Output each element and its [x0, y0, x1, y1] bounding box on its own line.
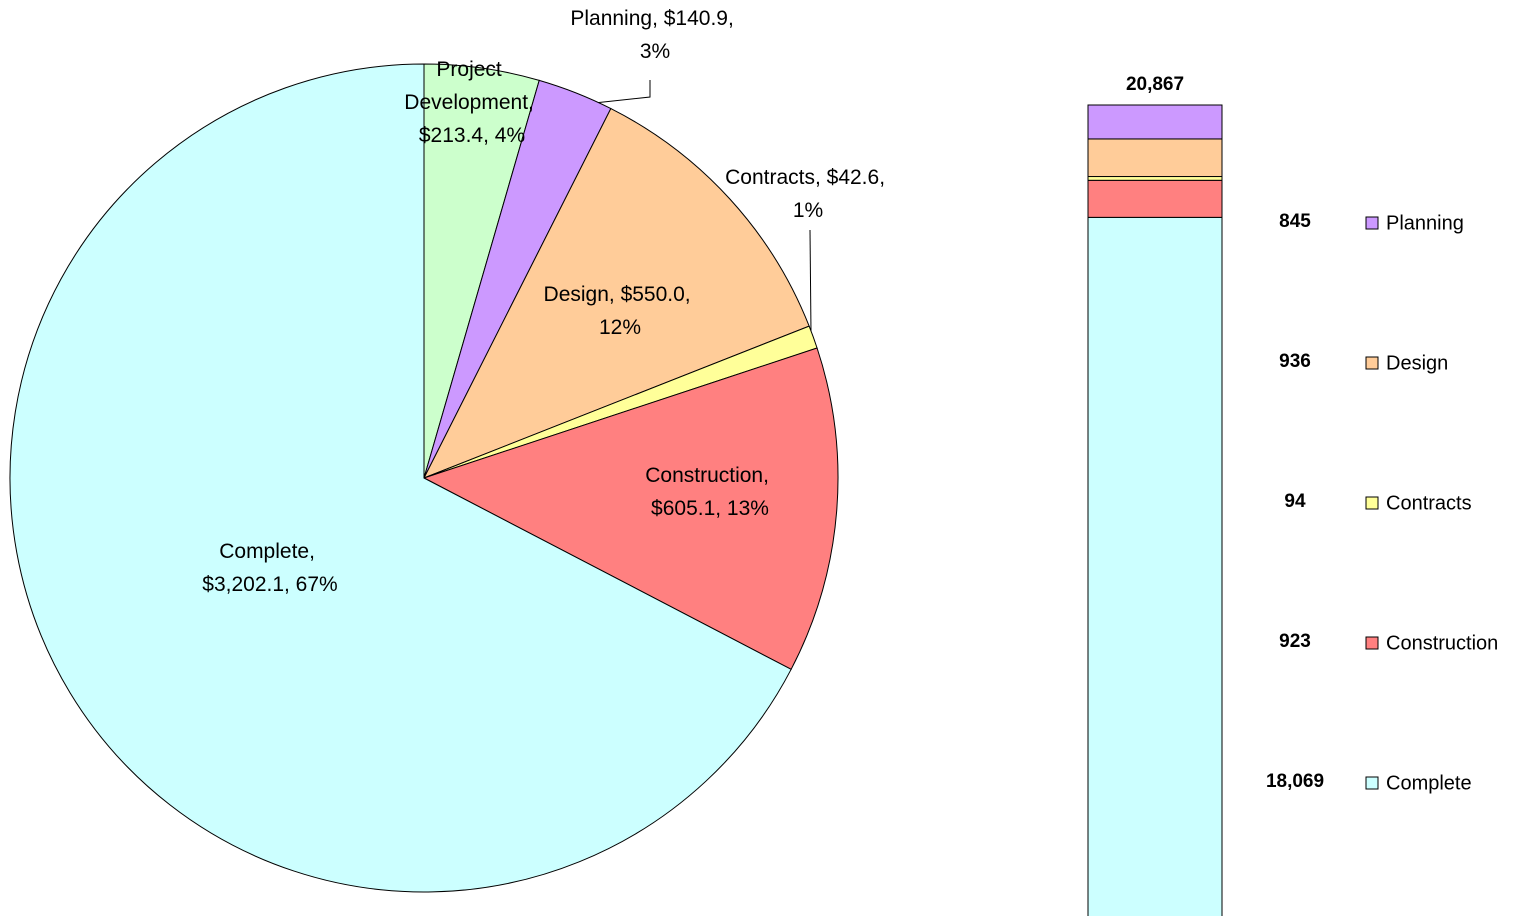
bar-group: [1087, 104, 1223, 916]
bar-segment: [1087, 179, 1223, 218]
leader-line: [809, 229, 812, 334]
data-label: Design, $550.0, 12%: [544, 283, 697, 339]
value-label: 94: [1284, 491, 1306, 512]
legend-swatch: [1365, 776, 1379, 790]
legend-swatch: [1365, 636, 1379, 650]
data-label: Contracts, $42.6, 1%: [725, 166, 891, 222]
legend-swatch: [1365, 496, 1379, 510]
legend-label: Planning: [1386, 212, 1464, 234]
legend-label: Complete: [1386, 772, 1472, 794]
bar-segment: [1087, 216, 1223, 916]
legend-label: Construction: [1386, 632, 1498, 654]
value-label: 936: [1279, 351, 1311, 372]
total-label: 20,867: [1126, 74, 1184, 95]
legend-label: Contracts: [1386, 492, 1472, 514]
legend-swatch: [1365, 356, 1379, 370]
data-label: Project Development, $213.4, 4%: [404, 58, 539, 147]
legend-swatch: [1365, 216, 1379, 230]
pie-slice: [9, 63, 792, 893]
value-label: 845: [1279, 211, 1311, 232]
bar-segment: [1087, 138, 1223, 178]
pie-slice: [422, 347, 839, 670]
value-label: 18,069: [1266, 771, 1324, 792]
data-label: Complete, $3,202.1, 67%: [202, 540, 337, 596]
pie-slice: [422, 107, 810, 479]
data-label: Planning, $140.9, 3%: [570, 7, 739, 63]
bar-segment: [1087, 104, 1223, 140]
data-label: Construction, $605.1, 13%: [645, 464, 775, 520]
bar-segment: [1087, 176, 1223, 181]
value-label: 923: [1279, 631, 1311, 652]
legend-label: Design: [1386, 352, 1448, 374]
